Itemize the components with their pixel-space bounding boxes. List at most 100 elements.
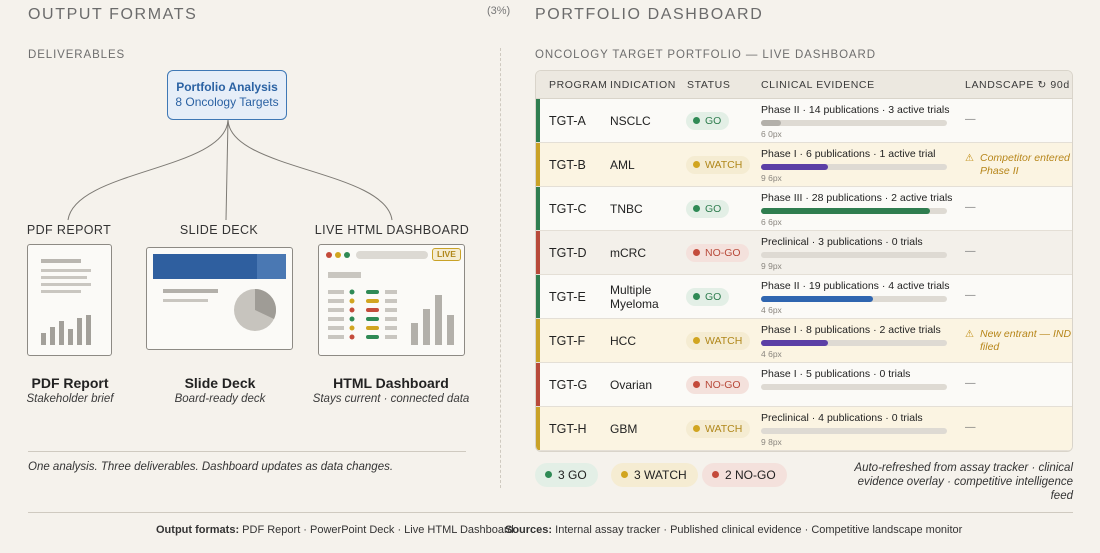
evidence-bar: [761, 340, 947, 346]
evidence-bar-fill: [761, 120, 782, 126]
status-pill: WATCH: [686, 420, 751, 438]
summary-pill: 3 GO: [535, 463, 598, 487]
program-cell: TGT-A: [549, 114, 586, 128]
left-footer-note: One analysis. Three deliverables. Dashbo…: [28, 461, 394, 473]
warning-icon: ⚠: [965, 153, 974, 164]
status-dot-icon: [693, 293, 700, 300]
status-label: GO: [705, 203, 722, 215]
summary-dot-icon: [712, 471, 719, 478]
table-header: PROGRAM INDICATION STATUS CLINICAL EVIDE…: [536, 71, 1072, 99]
table-row[interactable]: TGT-E Multiple Myeloma GO Phase II · 19 pub…: [536, 275, 1072, 319]
evidence-meta: 9 6px: [761, 173, 782, 183]
evidence-bar-fill: [761, 296, 873, 302]
program-cell: TGT-G: [549, 378, 588, 392]
status-accent: [536, 319, 540, 362]
table-row[interactable]: TGT-C TNBC GO Phase III · 28 publications ·…: [536, 187, 1072, 231]
status-pill: GO: [686, 200, 730, 218]
status-label: NO-GO: [705, 379, 741, 391]
program-cell: TGT-F: [549, 334, 586, 348]
evidence-text: Phase II · 14 publications · 3 active tr…: [761, 104, 950, 116]
status-pill: WATCH: [686, 332, 751, 350]
status-dot-icon: [693, 425, 700, 432]
landscape-cell: —: [965, 113, 976, 125]
slide-icon: [153, 254, 286, 331]
status-label: NO-GO: [705, 247, 741, 259]
landscape-cell: —: [965, 201, 976, 213]
indication-cell: TNBC: [610, 202, 643, 216]
evidence-bar: [761, 208, 947, 214]
root-subtitle: 8 Oncology Targets: [175, 95, 279, 109]
status-dot-icon: [693, 117, 700, 124]
landscape-cell: —: [965, 245, 976, 257]
col-clinical-evidence[interactable]: CLINICAL EVIDENCE: [761, 79, 875, 91]
summary-pill: 3 WATCH: [611, 463, 698, 487]
table-row[interactable]: TGT-B AML WATCH Phase I · 6 publications · …: [536, 143, 1072, 187]
status-pill: GO: [686, 112, 730, 130]
status-label: GO: [705, 115, 722, 127]
live-badge: LIVE: [432, 248, 461, 261]
program-cell: TGT-B: [549, 158, 586, 172]
branch-label-dashboard: LIVE HTML DASHBOARD: [314, 223, 470, 237]
table-row[interactable]: TGT-A NSCLC GO Phase II · 14 publications ·…: [536, 99, 1072, 143]
deliverable-subtitle-slides: Board-ready deck: [174, 393, 266, 405]
evidence-bar: [761, 120, 947, 126]
evidence-meta: 9 8px: [761, 437, 782, 447]
portfolio-analysis-node: Portfolio Analysis 8 Oncology Targets: [167, 70, 287, 120]
col-status[interactable]: STATUS: [687, 79, 731, 91]
portfolio-table: PROGRAM INDICATION STATUS CLINICAL EVIDE…: [535, 70, 1073, 452]
col-indication[interactable]: INDICATION: [610, 79, 676, 91]
table-row[interactable]: TGT-H GBM WATCH Preclinical · 4 publication…: [536, 407, 1072, 451]
vertical-divider: [500, 48, 501, 488]
program-cell: TGT-C: [549, 202, 587, 216]
evidence-bar-fill: [761, 164, 828, 170]
col-landscape[interactable]: LANDSCAPE ↻ 90d: [965, 79, 1070, 91]
branch-label-slides: SLIDE DECK: [179, 223, 259, 237]
slide-deck-thumbnail: [146, 247, 293, 350]
summary-dot-icon: [621, 471, 628, 478]
evidence-text: Preclinical · 4 publications · 0 trials: [761, 412, 923, 424]
output-formats-footer: Output formats: PDF Report · PowerPoint …: [156, 524, 514, 536]
deliverable-title-dashboard: HTML Dashboard: [333, 375, 449, 391]
deliverables-heading: DELIVERABLES: [28, 49, 126, 61]
portfolio-dashboard-title: PORTFOLIO DASHBOARD: [535, 6, 764, 23]
landscape-alert: Competitor entered Phase II: [980, 152, 1070, 177]
table-row[interactable]: TGT-G Ovarian NO-GO Phase I · 5 publication…: [536, 363, 1072, 407]
status-label: GO: [705, 291, 722, 303]
table-row[interactable]: TGT-D mCRC NO-GO Preclinical · 3 publicatio…: [536, 231, 1072, 275]
summary-label: 3 WATCH: [634, 468, 687, 482]
evidence-meta: 4 6px: [761, 349, 782, 359]
status-dot-icon: [693, 249, 700, 256]
deliverable-title-pdf: PDF Report: [31, 375, 109, 391]
status-accent: [536, 143, 540, 186]
status-dot-icon: [693, 205, 700, 212]
landscape-cell: —: [965, 377, 976, 389]
fragment-text: (3%): [487, 5, 511, 17]
auto-refresh-note: Auto-refreshed from assay tracker · clin…: [854, 462, 1073, 502]
evidence-meta: 6 6px: [761, 217, 782, 227]
warning-icon: ⚠: [965, 329, 974, 340]
deliverable-subtitle-pdf: Stakeholder brief: [26, 393, 114, 405]
indication-cell: HCC: [610, 334, 636, 348]
evidence-text: Phase I · 6 publications · 1 active tria…: [761, 148, 936, 160]
indication-cell: Multiple Myeloma: [610, 283, 659, 311]
evidence-bar: [761, 384, 947, 390]
evidence-bar-fill: [761, 208, 931, 214]
table-row[interactable]: TGT-F HCC WATCH Phase I · 8 publications · …: [536, 319, 1072, 363]
status-label: WATCH: [705, 423, 743, 435]
root-title: Portfolio Analysis: [176, 80, 278, 94]
landscape-cell: —: [965, 421, 976, 433]
summary-label: 3 GO: [558, 468, 587, 482]
evidence-meta: 6 0px: [761, 129, 782, 139]
evidence-bar: [761, 252, 947, 258]
branch-label-pdf: PDF REPORT: [26, 223, 112, 237]
col-program[interactable]: PROGRAM: [549, 79, 608, 91]
tree-connectors: [67, 119, 393, 221]
status-pill: NO-GO: [686, 244, 749, 262]
evidence-meta: 9 9px: [761, 261, 782, 271]
deliverable-subtitle-dashboard: Stays current · connected data: [312, 393, 470, 405]
status-dot-icon: [693, 381, 700, 388]
html-dashboard-thumbnail: LIVE: [318, 244, 465, 356]
dashboard-icon: [326, 251, 454, 345]
status-pill: GO: [686, 288, 730, 306]
evidence-meta: 4 6px: [761, 305, 782, 315]
